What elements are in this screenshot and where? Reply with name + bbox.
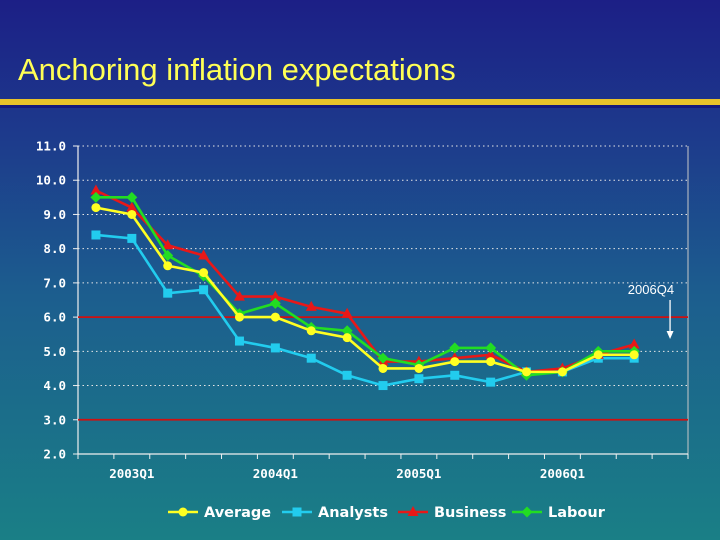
data-point-business: [126, 201, 138, 212]
annotation-label: 2006Q4: [628, 282, 674, 297]
data-point-labour: [449, 342, 461, 354]
y-tick-label: 2.0: [43, 447, 66, 462]
data-point-analysts: [234, 336, 244, 346]
data-point-labour: [341, 325, 353, 337]
data-point-analysts: [378, 381, 388, 391]
data-point-labour: [377, 352, 389, 364]
legend-marker-labour: [521, 506, 533, 518]
y-tick-label: 6.0: [43, 310, 66, 325]
data-point-average: [378, 363, 388, 373]
series-line-business: [95, 189, 635, 374]
data-point-average: [414, 363, 424, 373]
data-point-average: [342, 333, 352, 343]
data-point-labour: [485, 342, 497, 354]
y-tick-label: 4.0: [43, 378, 66, 393]
data-point-analysts: [306, 353, 316, 363]
title-rule-shadow: [0, 105, 720, 108]
data-point-labour: [269, 297, 281, 309]
data-point-average: [234, 312, 244, 322]
x-tick-label: 2006Q1: [540, 466, 585, 481]
data-point-average: [270, 312, 280, 322]
annotation-arrow-head: [666, 331, 674, 339]
data-point-business: [341, 307, 353, 318]
data-point-average: [450, 357, 460, 367]
data-point-average: [91, 203, 101, 213]
legend-marker-business: [407, 506, 419, 516]
data-point-business: [90, 184, 102, 195]
data-point-business: [485, 348, 497, 359]
y-tick-label: 5.0: [43, 344, 66, 359]
series-line-labour: [95, 196, 635, 377]
data-point-analysts: [199, 285, 209, 295]
title-rule: [0, 99, 720, 105]
data-point-business: [233, 290, 245, 301]
x-tick-label: 2004Q1: [253, 466, 298, 481]
data-point-average: [629, 350, 639, 360]
data-point-analysts: [414, 374, 424, 384]
legend-marker-average: [178, 507, 188, 517]
plot-area: [78, 146, 688, 454]
legend-label-business: Business: [434, 505, 506, 521]
series-line-average: [95, 206, 635, 374]
data-point-business: [162, 239, 174, 250]
data-point-business: [269, 290, 281, 301]
data-point-business: [198, 249, 210, 260]
data-point-analysts: [127, 233, 137, 243]
data-point-average: [199, 268, 209, 278]
x-tick-label: 2005Q1: [396, 466, 441, 481]
data-point-business: [305, 300, 317, 311]
y-tick-label: 11.0: [36, 139, 66, 154]
data-point-analysts: [450, 370, 460, 380]
data-point-labour: [90, 191, 102, 203]
y-tick-label: 8.0: [43, 241, 66, 256]
data-point-analysts: [270, 343, 280, 353]
y-tick-label: 10.0: [36, 173, 66, 188]
data-point-average: [306, 326, 316, 336]
legend-label-average: Average: [204, 505, 271, 521]
y-tick-label: 9.0: [43, 207, 66, 222]
data-point-analysts: [91, 230, 101, 240]
data-point-labour: [162, 250, 174, 262]
data-point-average: [593, 350, 603, 360]
x-tick-label: 2003Q1: [109, 466, 154, 481]
data-point-analysts: [342, 370, 352, 380]
legend-label-labour: Labour: [548, 505, 606, 521]
data-point-average: [127, 209, 137, 219]
data-point-average: [522, 367, 532, 377]
y-tick-label: 7.0: [43, 275, 66, 290]
data-point-analysts: [486, 377, 496, 387]
legend-label-analysts: Analysts: [318, 505, 388, 521]
data-point-analysts: [163, 288, 173, 298]
legend-marker-analysts: [292, 507, 302, 517]
data-point-average: [163, 261, 173, 271]
slide-title: Anchoring inflation expectations: [18, 52, 456, 87]
data-point-labour: [126, 191, 138, 203]
y-tick-label: 3.0: [43, 412, 66, 427]
data-point-average: [557, 367, 567, 377]
data-point-average: [486, 357, 496, 367]
data-point-business: [628, 338, 640, 349]
